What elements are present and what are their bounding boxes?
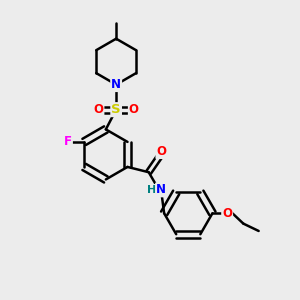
Text: H: H [147, 185, 156, 195]
Text: O: O [156, 145, 167, 158]
Text: F: F [64, 135, 72, 148]
Text: O: O [94, 103, 103, 116]
Text: S: S [111, 103, 121, 116]
Text: O: O [129, 103, 139, 116]
Text: N: N [156, 183, 166, 196]
Text: N: N [111, 78, 121, 91]
Text: O: O [222, 207, 232, 220]
